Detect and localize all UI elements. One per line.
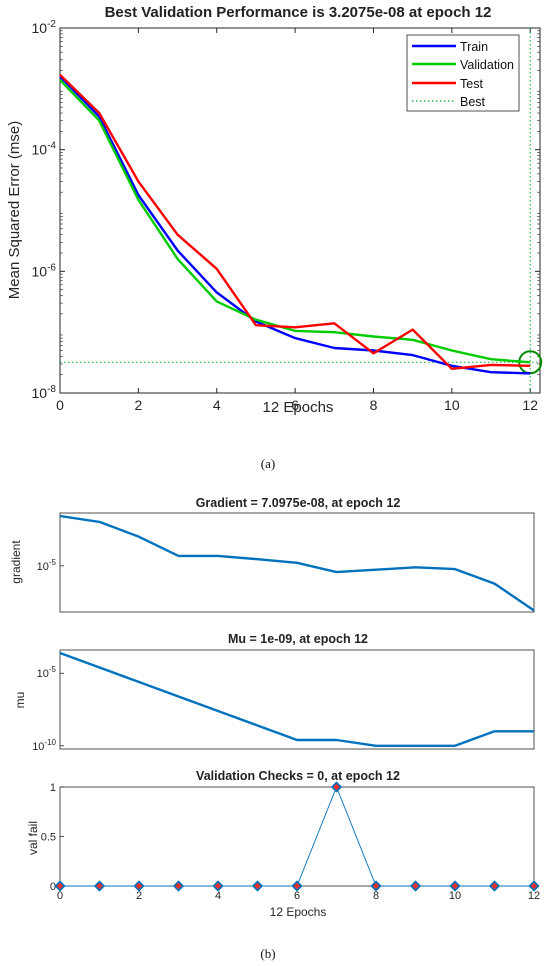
chart-mu-y-tick-label: 10-10 <box>32 738 56 753</box>
caption-b: (b) <box>260 946 275 961</box>
chart-gradient-title: Gradient = 7.0975e-08, at epoch 12 <box>196 496 401 510</box>
series-train-line <box>59 75 531 375</box>
chart-mu-series <box>59 651 534 747</box>
valfail-point-marker <box>330 781 343 793</box>
chart-valfail-x-tick-label: 12 <box>528 890 540 902</box>
valfail-point-marker <box>488 880 501 892</box>
series-test-line <box>59 73 531 370</box>
chart-valfail-y-tick-label: 1 <box>50 782 56 794</box>
chart-a-title: Best Validation Performance is 3.2075e-0… <box>105 4 492 21</box>
chart-valfail-xlabel: 12 Epochs <box>270 905 327 919</box>
chart-a-x-tick-label: 10 <box>444 397 460 413</box>
mu-line <box>59 651 534 747</box>
valfail-point-marker <box>528 880 540 892</box>
chart-a-xlabel: 12 Epochs <box>263 399 334 416</box>
valfail-point-marker <box>370 880 382 892</box>
chart-a-x-tick-label: 2 <box>134 397 142 413</box>
caption-a: (a) <box>261 456 275 471</box>
gradient-line <box>59 514 535 612</box>
valfail-point-marker <box>449 880 461 892</box>
chart-gradient-ylabel: gradient <box>9 540 23 584</box>
valfail-point-marker <box>54 880 66 892</box>
chart-a-x-tick-label: 4 <box>213 397 221 413</box>
valfail-point-marker <box>291 880 303 892</box>
chart-valfail: Validation Checks = 0, at epoch 12 0 2 4 6 8… <box>26 769 540 961</box>
legend-test-label: Test <box>460 77 483 91</box>
legend-box <box>406 34 520 112</box>
chart-a-x-tick-label: 12 <box>522 397 538 413</box>
valfail-point-marker <box>172 880 185 892</box>
valfail-point-marker <box>251 880 264 892</box>
chart-gradient: Gradient = 7.0975e-08, at epoch 12 10-5 … <box>9 496 535 613</box>
chart-valfail-plot-area <box>59 786 535 887</box>
chart-valfail-x-tick-label: 8 <box>373 890 379 902</box>
chart-gradient-series <box>59 514 535 612</box>
chart-mu: Mu = 1e-09, at epoch 12 10-5 10-10 mu <box>13 632 535 753</box>
legend-train-label: Train <box>460 40 488 54</box>
chart-mu-title: Mu = 1e-09, at epoch 12 <box>228 632 368 646</box>
chart-a-x-ticks: 0 2 4 6 8 10 12 <box>56 28 538 413</box>
chart-mu-y-ticks: 10-5 10-10 <box>32 665 64 753</box>
chart-a-y-tick-label: 10-8 <box>32 384 57 401</box>
chart-a-y-tick-label: 10-6 <box>32 262 57 279</box>
chart-mu-ylabel: mu <box>13 692 27 709</box>
chart-a-legend: Train Validation Test Best <box>406 34 520 112</box>
chart-a-x-tick-label: 0 <box>56 397 64 413</box>
chart-valfail-x-tick-label: 4 <box>215 890 221 902</box>
chart-valfail-series <box>54 781 540 892</box>
chart-mu-plot-area <box>59 649 535 750</box>
chart-a-y-tick-label: 10-2 <box>32 19 57 36</box>
chart-a-x-tick-label: 8 <box>370 397 378 413</box>
legend-validation-label: Validation <box>460 58 514 72</box>
chart-a-series <box>59 73 531 375</box>
valfail-point-marker <box>93 880 106 892</box>
chart-a-x-tick-label: 6 <box>291 397 299 413</box>
chart-valfail-y-tick-label: 0 <box>50 881 56 893</box>
chart-valfail-y-tick-label: 0.5 <box>41 832 56 844</box>
chart-valfail-ylabel: val fail <box>26 821 40 855</box>
chart-valfail-x-tick-label: 10 <box>449 890 461 902</box>
chart-a: Best Validation Performance is 3.2075e-0… <box>6 4 543 471</box>
chart-a-ylabel: Mean Squared Error (mse) <box>6 121 23 299</box>
chart-valfail-x-tick-label: 2 <box>136 890 142 902</box>
valfail-point-marker <box>212 880 224 892</box>
chart-gradient-y-tick-label: 10-5 <box>37 558 57 573</box>
chart-valfail-x-tick-label: 0 <box>57 890 63 902</box>
series-validation-line <box>59 79 531 364</box>
chart-valfail-x-tick-label: 6 <box>294 890 300 902</box>
chart-mu-y-tick-label: 10-5 <box>37 665 57 680</box>
chart-valfail-x-ticks: 0 2 4 6 8 10 12 <box>57 882 540 902</box>
valfail-point-marker <box>133 880 145 892</box>
legend-best-label: Best <box>460 95 486 109</box>
chart-valfail-title: Validation Checks = 0, at epoch 12 <box>196 769 400 783</box>
valfail-point-marker <box>409 880 422 892</box>
chart-gradient-y-ticks: 10-5 <box>37 558 64 573</box>
chart-a-y-tick-label: 10-4 <box>32 141 57 158</box>
chart-a-y-ticks: 10-2 10-4 10-6 10-8 <box>32 19 540 401</box>
